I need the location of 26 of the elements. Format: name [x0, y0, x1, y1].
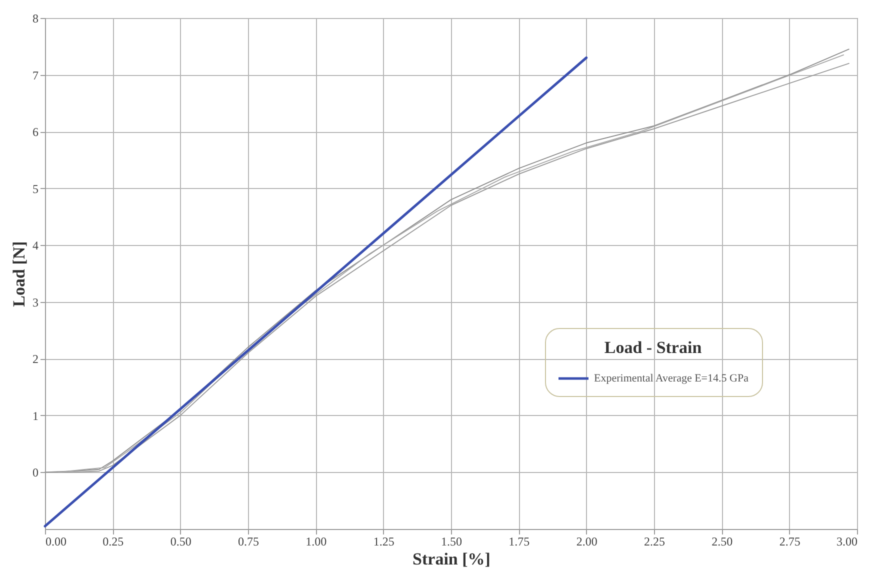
y-tick-label: 1 — [32, 408, 38, 423]
y-tick-label: 5 — [32, 182, 38, 196]
y-tick-label: 0 — [32, 466, 38, 480]
x-tick-label: 2.50 — [712, 534, 733, 548]
x-tick-label: 1.50 — [441, 534, 462, 548]
y-axis-title: Load [N] — [10, 241, 28, 307]
y-tick-label: 4 — [32, 238, 38, 253]
legend-label: Experimental Average E=14.5 GPa — [594, 372, 749, 384]
x-tick-label: 0.00 — [46, 534, 66, 548]
y-tick-label: 3 — [32, 295, 38, 310]
x-tick-label: 1.00 — [306, 534, 327, 548]
x-tick-label: 2.25 — [644, 534, 665, 548]
y-tick-label: 7 — [32, 68, 38, 82]
x-tick-label: 0.25 — [102, 534, 124, 548]
x-tick-label: 0.50 — [170, 534, 192, 548]
x-tick-label: 2.75 — [779, 534, 800, 548]
x-tick-label: 1.25 — [373, 534, 394, 548]
y-tick-label: 6 — [32, 125, 38, 140]
x-tick-label: 2.00 — [576, 534, 598, 548]
x-axis-title: Strain [%] — [412, 550, 490, 568]
x-tick-label: 0.75 — [238, 534, 259, 548]
y-tick-label: 2 — [32, 352, 38, 366]
x-tick-label: 3.00 — [836, 534, 858, 548]
x-tick-label: 1.75 — [508, 534, 530, 548]
legend-title: Load - Strain — [604, 338, 702, 357]
y-tick-label: 8 — [32, 12, 38, 26]
